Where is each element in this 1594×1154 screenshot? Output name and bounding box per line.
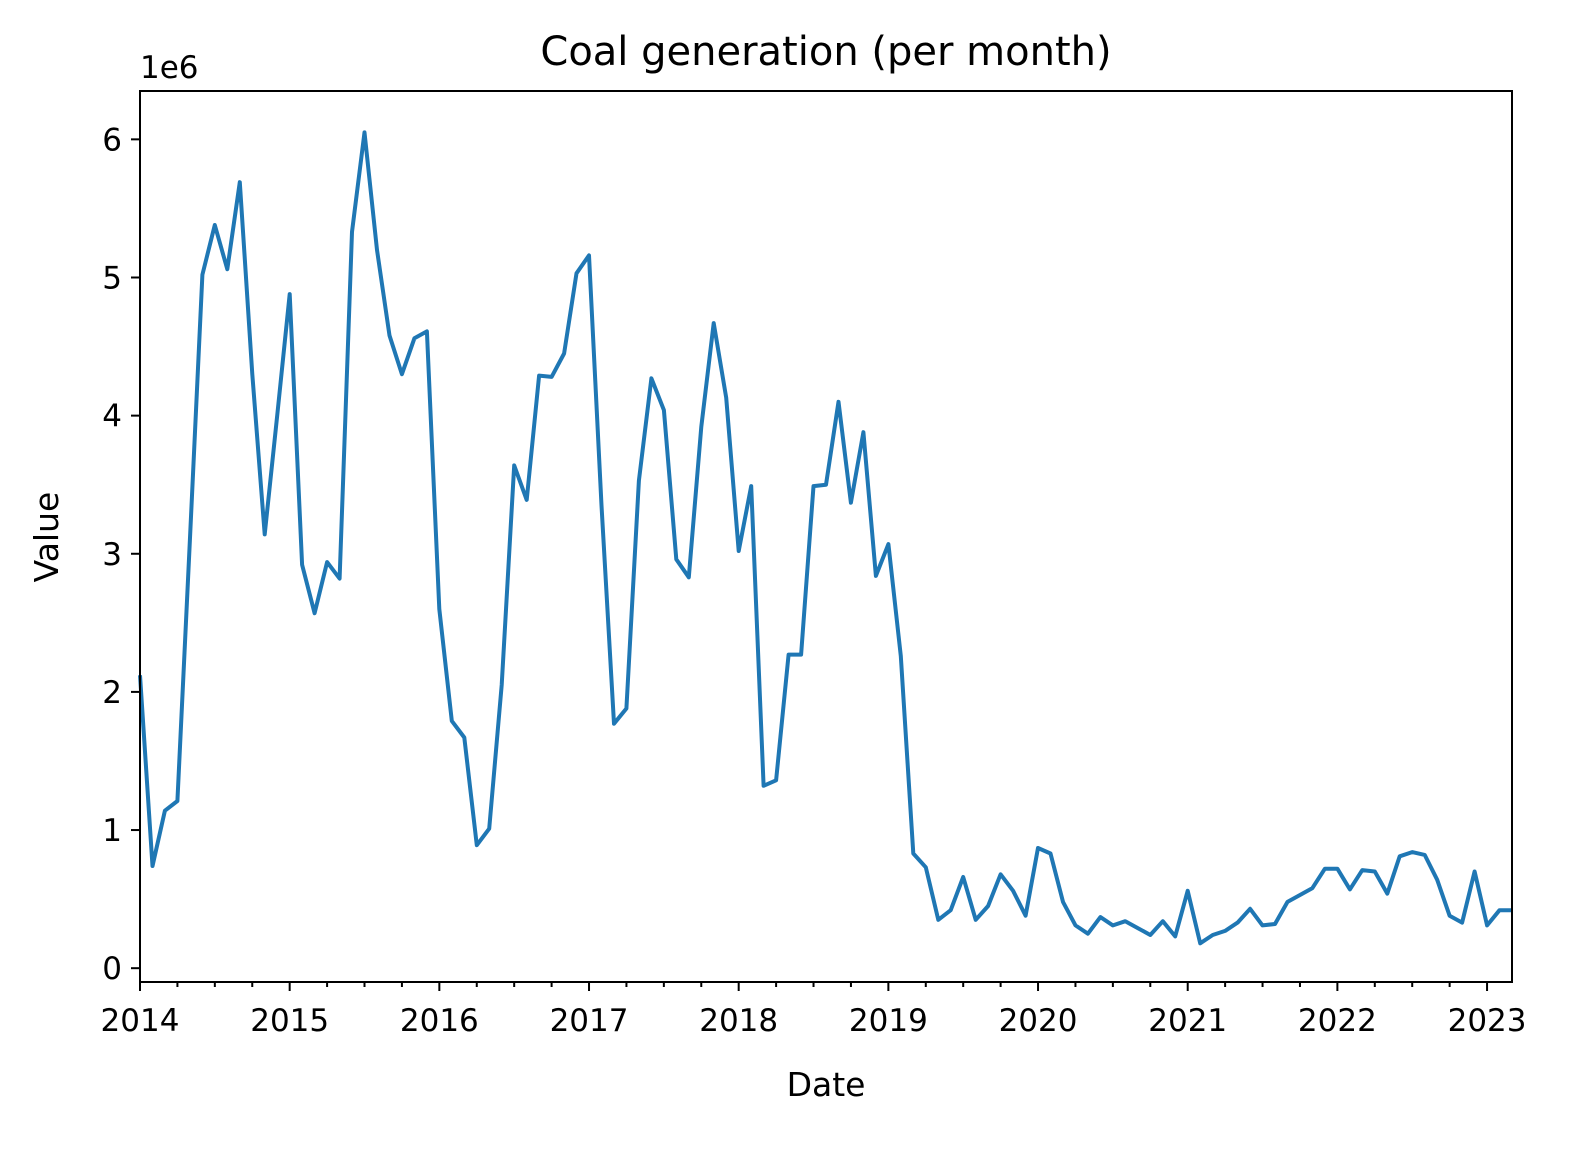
y-tick-label: 1: [102, 813, 122, 849]
x-tick-label: 2014: [101, 1003, 180, 1039]
x-tick-label: 2020: [999, 1003, 1078, 1039]
y-tick-label: 6: [102, 122, 122, 158]
x-tick-label: 2022: [1298, 1003, 1377, 1039]
x-tick-label: 2017: [550, 1003, 629, 1039]
y-offset-label: 1e6: [140, 50, 199, 86]
y-tick-label: 4: [102, 399, 122, 435]
y-axis: 0 1 2 3 4 5 6: [102, 122, 140, 987]
y-tick-label: 5: [102, 260, 122, 296]
y-tick-label: 0: [102, 951, 122, 987]
x-tick-label: 2021: [1148, 1003, 1227, 1039]
chart-title: Coal generation (per month): [540, 29, 1111, 75]
series-line: [138, 130, 1512, 946]
y-axis-label: Value: [27, 492, 66, 583]
x-tick-label: 2018: [699, 1003, 778, 1039]
x-axis-label: Date: [787, 1065, 866, 1104]
x-axis: 2014 2015 2016 2017 2018 2019 2020 2021 2022 2023: [101, 982, 1527, 1039]
x-tick-label: 2023: [1448, 1003, 1527, 1039]
x-tick-label: 2019: [849, 1003, 928, 1039]
x-tick-label: 2016: [400, 1003, 479, 1039]
y-tick-label: 3: [102, 537, 122, 573]
x-tick-label: 2015: [250, 1003, 329, 1039]
y-tick-label: 2: [102, 675, 122, 711]
plot-frame: [139, 90, 1513, 983]
